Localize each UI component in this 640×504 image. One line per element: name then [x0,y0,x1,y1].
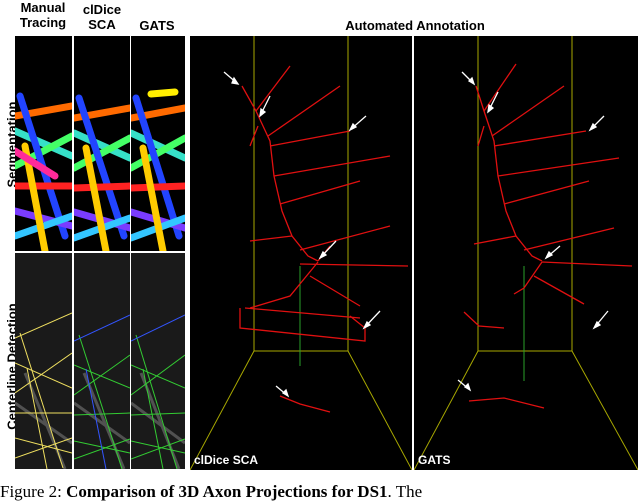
automated-annotation-gats-panel: GATS [414,36,638,470]
header-manual-tracing: Manual Tracing [19,0,67,30]
panel-label-gats: GATS [418,453,451,467]
segmentation-manual-panel [15,36,72,251]
gats-3d-projection [414,36,638,470]
header-gats: GATS [139,18,175,33]
centerline-manual-panel [15,253,72,469]
panel-label-cldice: clDice SCA [194,453,259,467]
segmentation-gats-image [131,36,185,251]
header-automated-annotation: Automated Annotation [345,18,485,33]
automated-annotation-cldice-panel: clDice SCA [190,36,412,470]
centerline-gats-image [131,253,185,469]
centerline-manual-image [15,253,72,469]
segmentation-cldice-image [74,36,130,251]
caption-prefix: Figure 2: [0,482,67,501]
centerline-cldice-image [74,253,130,469]
centerline-gats-panel [131,253,185,469]
caption-suffix: . The [387,482,423,501]
figure-caption: Figure 2: Comparison of 3D Axon Projecti… [0,482,640,504]
segmentation-manual-image [15,36,72,251]
segmentation-cldice-panel [74,36,130,251]
centerline-cldice-panel [74,253,130,469]
cldice-3d-projection [190,36,412,470]
header-cldice-sca: clDice SCA [82,2,122,32]
segmentation-gats-panel [131,36,185,251]
caption-title: Comparison of 3D Axon Projections for DS… [66,482,388,501]
